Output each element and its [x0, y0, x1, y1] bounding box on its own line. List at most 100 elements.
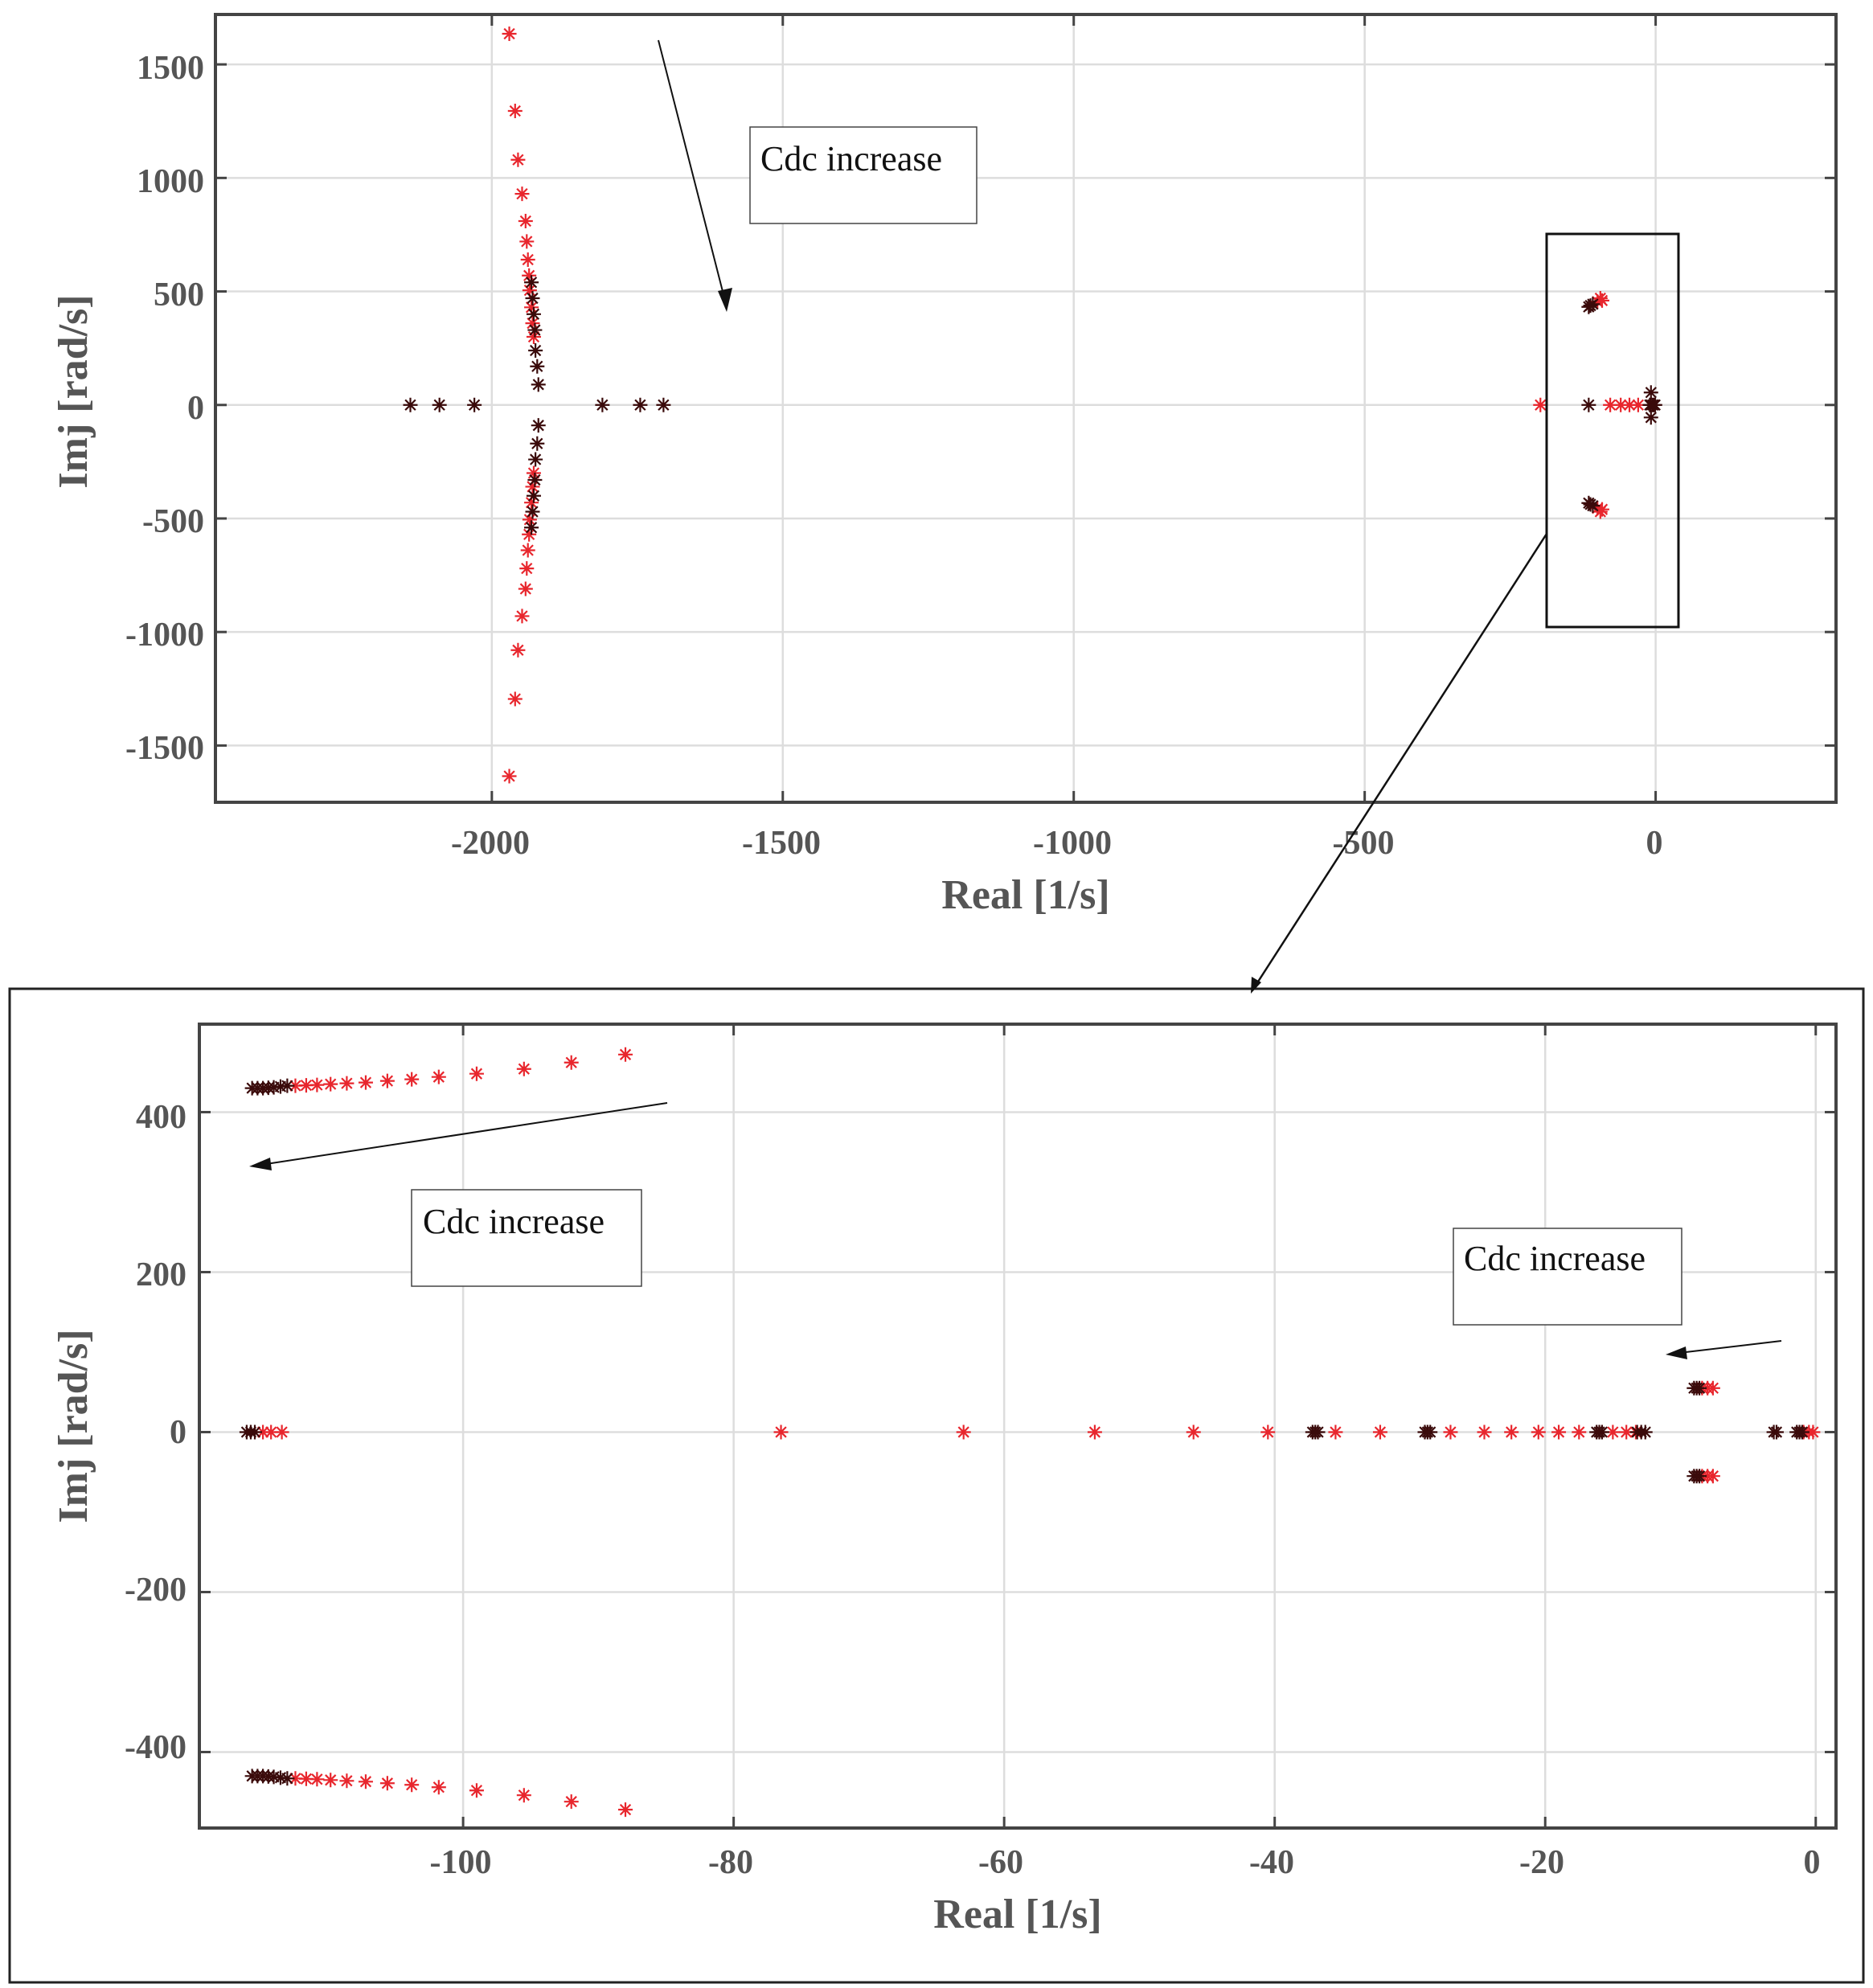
overview-y-tick-label: -500 [142, 503, 204, 540]
overview-pole-marker [530, 436, 545, 451]
overview-pole-marker [1595, 293, 1609, 308]
overview-pole-marker [519, 234, 535, 249]
overview-pole-marker [524, 495, 539, 510]
zoom-pole-marker [239, 1424, 254, 1440]
zoom-connector-arrow-head [1251, 977, 1261, 994]
zoom-pole-marker [469, 1066, 484, 1081]
zoom-pole-marker [564, 1794, 579, 1810]
overview-pole-marker [1643, 410, 1658, 425]
zoom-pole-marker [618, 1047, 633, 1062]
overview-axes-frame [214, 13, 1838, 804]
overview-pole-marker [510, 152, 526, 167]
zoom-pole-marker [431, 1069, 446, 1084]
zoom-pole-marker [264, 1424, 279, 1440]
zoom-y-tick-labels: 400 200 0 -200 -400 [125, 1099, 186, 1766]
overview-pole-marker [525, 504, 540, 519]
zoom-x-tick-label: -60 [978, 1844, 1023, 1881]
zoom-pole-marker [516, 1788, 531, 1803]
zoom-pole-marker [288, 1771, 303, 1786]
overview-pole-marker [1585, 498, 1600, 514]
overview-pole-marker [1533, 397, 1548, 412]
zoom-pole-marker [1531, 1424, 1546, 1440]
zoom-pole-marker [1328, 1424, 1343, 1440]
overview-pole-marker [510, 642, 526, 658]
zoom-pole-marker [1443, 1424, 1458, 1440]
zoom-pole-marker [288, 1078, 303, 1093]
zoom-pole-marker [1551, 1424, 1567, 1440]
zoom-annotation-arrow-left [255, 1102, 668, 1166]
zoom-pole-marker [309, 1077, 325, 1092]
overview-y-tick-label: 1500 [137, 50, 204, 87]
zoom-x-tick-label: -80 [708, 1844, 753, 1881]
zoom-arrow-head-right [1666, 1347, 1687, 1359]
zoom-pole-marker [1186, 1424, 1201, 1440]
zoom-pole-marker [431, 1780, 446, 1795]
zoom-pole-marker [1572, 1424, 1587, 1440]
overview-pole-marker [520, 252, 535, 268]
zoom-pole-marker [516, 1061, 531, 1076]
overview-pole-marker [522, 527, 537, 542]
overview-pole-marker [1603, 397, 1618, 412]
zoom-pole-marker [256, 1424, 271, 1440]
zoom-y-tick-label: -400 [125, 1729, 186, 1766]
overview-pole-marker [526, 465, 541, 481]
zoom-pole-markers [239, 1047, 1821, 1818]
overview-pole-marker [531, 418, 546, 433]
overview-pole-marker [525, 316, 540, 331]
overview-pole-marker [514, 609, 530, 624]
zoom-axis-ticks [199, 1024, 1836, 1828]
zoom-panel-frame [8, 987, 1865, 1984]
overview-pole-marker [1581, 397, 1596, 412]
zoom-annotation-box-right [1453, 1228, 1682, 1326]
zoom-pole-marker [1423, 1424, 1438, 1440]
overview-x-tick-label: -1000 [1033, 825, 1112, 862]
zoom-pole-marker [1619, 1424, 1634, 1440]
overview-pole-marker [527, 322, 543, 338]
zoom-pole-marker [1794, 1424, 1809, 1440]
overview-pole-marker [525, 291, 540, 306]
overview-y-tick-labels: 1500 1000 500 0 -500 -1000 -1500 [125, 50, 204, 767]
zoom-pole-marker [404, 1777, 420, 1793]
overview-pole-marker [526, 330, 541, 345]
zoom-region-box [1545, 232, 1680, 629]
overview-gridlines [215, 14, 1836, 802]
zoom-pole-marker [1805, 1424, 1821, 1440]
overview-x-tick-label: -2000 [451, 825, 530, 862]
zoom-pole-marker [1372, 1424, 1387, 1440]
overview-pole-marker [531, 377, 546, 392]
overview-pole-marker [1590, 501, 1605, 516]
zoom-plot: -100 -80 -60 -40 -20 0 400 200 0 -200 -4… [51, 1023, 1838, 1937]
overview-pole-marker [595, 397, 610, 412]
overview-y-tick-label: -1000 [125, 617, 204, 654]
overview-y-axis-title: Imj [rad/s] [51, 294, 96, 488]
zoom-annotation-text-left: Cdc increase [423, 1202, 605, 1241]
overview-pole-marker [528, 342, 543, 358]
zoom-x-tick-label: 0 [1804, 1844, 1821, 1881]
zoom-pole-marker [339, 1773, 355, 1789]
overview-arrow-head [718, 288, 732, 312]
overview-pole-marker [502, 27, 517, 42]
zoom-pole-marker [1310, 1424, 1326, 1440]
zoom-pole-marker [379, 1776, 395, 1791]
zoom-pole-marker [274, 1424, 289, 1440]
overview-axis-ticks [215, 14, 1836, 802]
overview-pole-marker [403, 397, 418, 412]
zoom-pole-marker [1504, 1424, 1519, 1440]
overview-pole-marker [526, 306, 541, 322]
overview-annotation-text: Cdc increase [760, 139, 942, 178]
overview-pole-marker [432, 397, 447, 412]
overview-pole-marker [1595, 502, 1609, 517]
zoom-x-tick-label: -100 [430, 1844, 492, 1881]
zoom-axes-frame [198, 1023, 1838, 1830]
zoom-y-axis-title: Imj [rad/s] [51, 1329, 96, 1523]
zoom-x-tick-label: -20 [1519, 1844, 1564, 1881]
overview-pole-marker [467, 397, 482, 412]
overview-y-tick-label: 0 [187, 390, 204, 427]
zoom-connector-line [1251, 533, 1548, 991]
overview-pole-marker [518, 581, 533, 596]
overview-pole-marker [524, 300, 539, 315]
overview-pole-marker [526, 488, 541, 503]
overview-pole-marker [1647, 397, 1662, 412]
overview-pole-marker [507, 691, 523, 707]
